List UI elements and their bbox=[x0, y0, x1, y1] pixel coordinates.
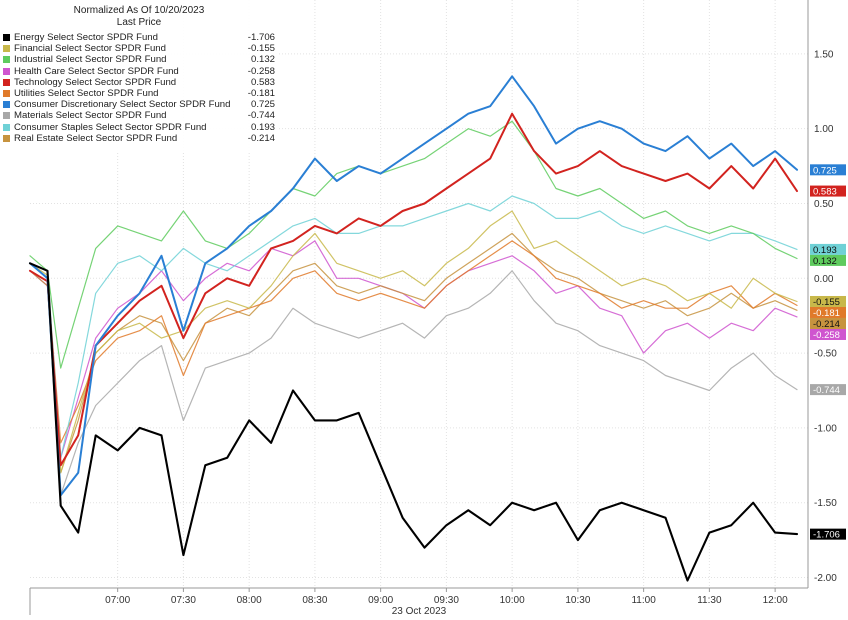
last-value-tag-1 bbox=[810, 528, 846, 540]
legend-series-name: Utilities Select Sector SPDR Fund bbox=[14, 88, 159, 99]
legend-title: Normalized As Of 10/20/2023 bbox=[73, 5, 205, 16]
last-value-text-5: 0.583 bbox=[813, 187, 837, 198]
last-value-text-7: 0.725 bbox=[813, 165, 837, 176]
legend-series-name: Financial Select Sector SPDR Fund bbox=[14, 43, 166, 55]
series-line-2 bbox=[29, 210, 798, 474]
legend-swatch bbox=[3, 112, 10, 120]
x-tick-label: 11:00 bbox=[631, 595, 656, 606]
y-tick-label: -2.00 bbox=[814, 573, 837, 584]
last-value-labels: 0.7250.5830.1930.132-0.155-0.181-0.214-0… bbox=[810, 164, 846, 541]
legend-last-price: -0.258 bbox=[247, 65, 275, 77]
last-value-tag-9 bbox=[810, 243, 846, 255]
last-value-text-8: -0.744 bbox=[813, 385, 840, 396]
legend-swatch bbox=[3, 123, 10, 131]
last-value-text-2: -0.155 bbox=[813, 297, 840, 308]
x-tick-label: 10:30 bbox=[565, 595, 590, 606]
x-tick-label: 08:00 bbox=[237, 595, 262, 606]
y-tick-label: 0.00 bbox=[814, 274, 834, 285]
x-tick-label: 11:30 bbox=[697, 595, 722, 606]
y-tick-label: -0.50 bbox=[814, 349, 837, 360]
legend-series-name: Materials Select Sector SPDR Fund bbox=[14, 110, 167, 122]
legend-subtitle: Last Price bbox=[116, 17, 162, 28]
last-value-text-9: 0.193 bbox=[813, 245, 837, 256]
y-tick-label: -1.50 bbox=[814, 498, 837, 509]
series-line-9 bbox=[29, 195, 798, 459]
y-tick-label: 0.50 bbox=[814, 199, 834, 210]
legend-last-price: 0.193 bbox=[250, 121, 275, 133]
series-line-7 bbox=[29, 75, 798, 497]
legend-swatch bbox=[3, 34, 10, 41]
legend-series-name: Health Care Select Sector SPDR Fund bbox=[14, 65, 179, 77]
legend-swatch bbox=[3, 56, 10, 64]
last-value-tag-4 bbox=[810, 328, 846, 340]
legend-last-price: 0.583 bbox=[250, 76, 275, 88]
x-tick-label: 09:30 bbox=[434, 595, 459, 606]
legend-swatch bbox=[3, 101, 10, 109]
legend-item-1: Energy Select Sector SPDR Fund -1.706 bbox=[3, 32, 275, 43]
series-lines bbox=[28, 75, 799, 582]
last-value-tag-8 bbox=[810, 384, 846, 396]
legend-series-name: Industrial Select Sector SPDR Fund bbox=[14, 54, 167, 66]
legend-item-4: Health Care Select Sector SPDR Fund -0.25… bbox=[3, 66, 275, 77]
legend-last-price: 0.132 bbox=[250, 54, 275, 66]
last-value-text-6: -0.181 bbox=[813, 308, 840, 319]
legend-item-2: Financial Select Sector SPDR Fund -0.155 bbox=[3, 43, 275, 54]
series-line-3 bbox=[29, 120, 798, 369]
y-tick-label: -1.00 bbox=[814, 423, 837, 434]
x-tick-label: 07:00 bbox=[105, 595, 130, 606]
last-value-tag-6 bbox=[810, 306, 846, 318]
legend-item-5: Technology Select Sector SPDR Fund 0.583 bbox=[3, 77, 275, 88]
gridlines bbox=[30, 0, 808, 588]
legend-item-8: Materials Select Sector SPDR Fund -0.744 bbox=[3, 110, 275, 121]
last-value-tag-5 bbox=[810, 185, 846, 197]
legend-swatch bbox=[3, 45, 10, 53]
y-tick-label: 1.50 bbox=[814, 49, 834, 60]
series-line-6 bbox=[29, 240, 798, 444]
legend-series-name: Consumer Staples Select Sector SPDR Fund bbox=[14, 121, 207, 133]
legend-series-name: Real Estate Select Sector SPDR Fund bbox=[14, 132, 178, 144]
last-value-text-4: -0.258 bbox=[813, 330, 840, 341]
legend-last-price: -1.706 bbox=[247, 32, 275, 43]
legend-item-10: Real Estate Select Sector SPDR Fund -0.21… bbox=[3, 133, 275, 144]
series-line-4 bbox=[29, 240, 798, 459]
legend: Normalized As Of 10/20/2023 Last Price E… bbox=[0, 0, 278, 152]
legend-last-price: -0.214 bbox=[247, 132, 275, 144]
legend-swatch bbox=[3, 67, 10, 75]
x-tick-label: 12:00 bbox=[763, 595, 788, 606]
x-tick-label: 08:30 bbox=[302, 595, 327, 606]
last-value-tag-10 bbox=[810, 317, 846, 329]
legend-swatch bbox=[3, 78, 10, 86]
axes: 1.50 1.00 0.50 0.00 -0.50 -1.00 -1.50 -2.00 07:0… bbox=[29, 0, 837, 617]
legend-item-6: Utilities Select Sector SPDR Fund -0.181 bbox=[3, 88, 275, 99]
last-value-text-10: -0.214 bbox=[813, 319, 840, 330]
legend-series-name: Energy Select Sector SPDR Fund bbox=[14, 32, 158, 43]
legend-item-7: Consumer Discretionary Select Sector SPD… bbox=[3, 99, 275, 110]
legend-last-price: 0.725 bbox=[250, 99, 275, 111]
last-value-tag-7 bbox=[810, 164, 846, 176]
series-line-10 bbox=[29, 232, 798, 474]
legend-swatch bbox=[3, 134, 10, 142]
last-value-text-1: -1.706 bbox=[813, 530, 840, 541]
x-axis-label: 23 Oct 2023 bbox=[392, 606, 447, 615]
legend-series-name: Technology Select Sector SPDR Fund bbox=[14, 76, 177, 88]
series-line-1 bbox=[28, 262, 799, 582]
legend-last-price: -0.155 bbox=[247, 43, 275, 55]
last-value-tag-2 bbox=[810, 295, 846, 307]
legend-last-price: -0.181 bbox=[247, 88, 275, 99]
legend-item-9: Consumer Staples Select Sector SPDR Fund… bbox=[3, 122, 275, 133]
y-tick-label: 1.00 bbox=[814, 124, 834, 135]
legend-item-3: Industrial Select Sector SPDR Fund 0.132 bbox=[3, 54, 275, 65]
x-tick-label: 10:00 bbox=[500, 595, 525, 606]
series-line-8 bbox=[29, 270, 798, 496]
series-line-5 bbox=[29, 112, 798, 467]
last-value-tag-3 bbox=[810, 254, 846, 266]
legend-last-price: -0.744 bbox=[247, 110, 275, 122]
legend-swatch bbox=[3, 90, 10, 97]
legend-series-name: Consumer Discretionary Select Sector SPD… bbox=[14, 99, 231, 111]
last-value-text-3: 0.132 bbox=[813, 256, 837, 267]
x-tick-label: 09:00 bbox=[368, 595, 393, 606]
x-tick-label: 07:30 bbox=[171, 595, 196, 606]
